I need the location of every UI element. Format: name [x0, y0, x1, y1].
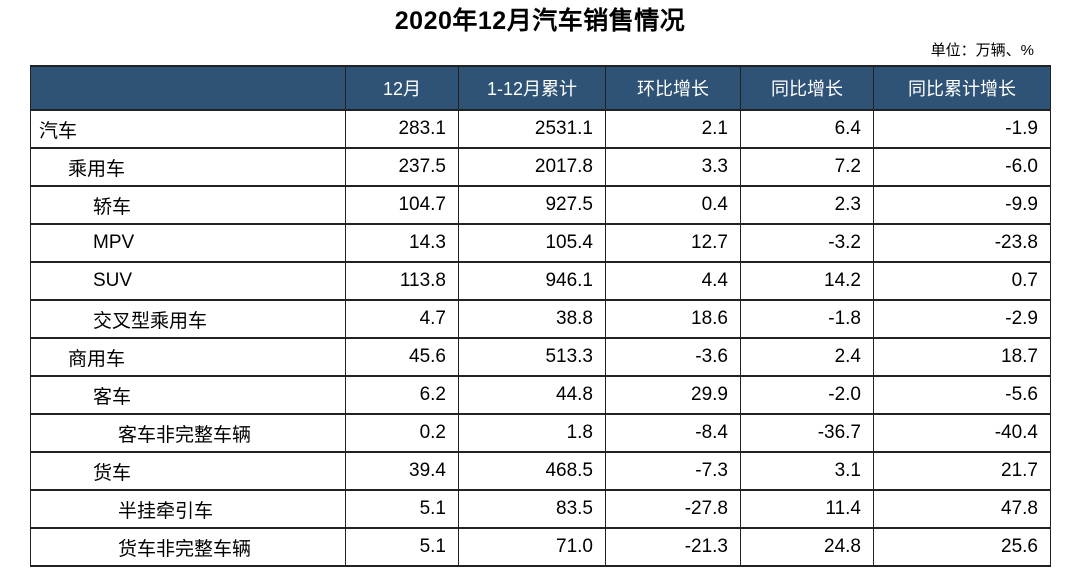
value-cell: -8.4: [605, 413, 741, 453]
col-header-yoy-cumulative-growth: 同比累计增长: [873, 65, 1051, 111]
value-cell: 39.4: [345, 451, 459, 491]
value-cell: -6.0: [873, 147, 1051, 187]
value-cell: 44.8: [458, 375, 606, 415]
page-title: 2020年12月汽车销售情况: [394, 7, 686, 35]
value-cell: 1.8: [458, 413, 606, 453]
value-cell: -5.6: [873, 375, 1051, 415]
value-cell: 237.5: [345, 147, 459, 187]
value-cell: 11.4: [740, 489, 874, 529]
value-cell: 12.7: [605, 223, 741, 263]
value-cell: 468.5: [458, 451, 606, 491]
value-cell: 24.8: [740, 527, 874, 567]
value-cell: -7.3: [605, 451, 741, 491]
value-cell: 14.3: [345, 223, 459, 263]
table-row: 交叉型乘用车 4.7 38.8 18.6 -1.8 -2.9: [30, 299, 1051, 339]
table-row: SUV 113.8 946.1 4.4 14.2 0.7: [30, 261, 1051, 301]
value-cell: 4.7: [345, 299, 459, 339]
value-cell: 25.6: [873, 527, 1051, 567]
row-label: 乘用车: [30, 147, 346, 187]
value-cell: -1.8: [740, 299, 874, 339]
value-cell: 2.3: [740, 185, 874, 225]
col-header-label: [30, 65, 346, 111]
value-cell: 29.9: [605, 375, 741, 415]
value-cell: -3.2: [740, 223, 874, 263]
sales-table: 12月 1-12月累计 环比增长 同比增长 同比累计增长 汽车 283.1 2531…: [30, 65, 1051, 567]
value-cell: 0.2: [345, 413, 459, 453]
value-cell: 2531.1: [458, 109, 606, 149]
value-cell: 38.8: [458, 299, 606, 339]
value-cell: 71.0: [458, 527, 606, 567]
col-header-december: 12月: [345, 65, 459, 111]
value-cell: 4.4: [605, 261, 741, 301]
value-cell: -40.4: [873, 413, 1051, 453]
col-header-ytd-total: 1-12月累计: [458, 65, 606, 111]
value-cell: 18.7: [873, 337, 1051, 377]
row-label: 汽车: [30, 109, 346, 149]
value-cell: -21.3: [605, 527, 741, 567]
row-label: SUV: [30, 261, 346, 301]
value-cell: -2.0: [740, 375, 874, 415]
table-row: 客车 6.2 44.8 29.9 -2.0 -5.6: [30, 375, 1051, 415]
table-row: 半挂牵引车 5.1 83.5 -27.8 11.4 47.8: [30, 489, 1051, 529]
table-row: 乘用车 237.5 2017.8 3.3 7.2 -6.0: [30, 147, 1051, 187]
value-cell: 14.2: [740, 261, 874, 301]
value-cell: 5.1: [345, 489, 459, 529]
value-cell: -23.8: [873, 223, 1051, 263]
table-row: 客车非完整车辆 0.2 1.8 -8.4 -36.7 -40.4: [30, 413, 1051, 453]
value-cell: 946.1: [458, 261, 606, 301]
value-cell: 513.3: [458, 337, 606, 377]
value-cell: 6.2: [345, 375, 459, 415]
value-cell: 2017.8: [458, 147, 606, 187]
value-cell: -9.9: [873, 185, 1051, 225]
value-cell: 5.1: [345, 527, 459, 567]
row-label: 客车非完整车辆: [30, 413, 346, 453]
unit-note: 单位：万辆、%: [930, 42, 1034, 59]
value-cell: 105.4: [458, 223, 606, 263]
value-cell: 7.2: [740, 147, 874, 187]
table-body: 汽车 283.1 2531.1 2.1 6.4 -1.9 乘用车 237.5 2017.8 3.3…: [30, 109, 1051, 567]
col-header-mom-growth: 环比增长: [605, 65, 741, 111]
value-cell: -3.6: [605, 337, 741, 377]
value-cell: 113.8: [345, 261, 459, 301]
value-cell: -27.8: [605, 489, 741, 529]
value-cell: 0.7: [873, 261, 1051, 301]
row-label: 轿车: [30, 185, 346, 225]
table-row: 货车非完整车辆 5.1 71.0 -21.3 24.8 25.6: [30, 527, 1051, 567]
row-label: 货车: [30, 451, 346, 491]
row-label: 商用车: [30, 337, 346, 377]
table-header-row: 12月 1-12月累计 环比增长 同比增长 同比累计增长: [30, 65, 1051, 111]
value-cell: 283.1: [345, 109, 459, 149]
value-cell: 47.8: [873, 489, 1051, 529]
value-cell: 18.6: [605, 299, 741, 339]
table-row: 货车 39.4 468.5 -7.3 3.1 21.7: [30, 451, 1051, 491]
value-cell: 104.7: [345, 185, 459, 225]
value-cell: 6.4: [740, 109, 874, 149]
value-cell: 21.7: [873, 451, 1051, 491]
table-row: 轿车 104.7 927.5 0.4 2.3 -9.9: [30, 185, 1051, 225]
row-label: 货车非完整车辆: [30, 527, 346, 567]
value-cell: 83.5: [458, 489, 606, 529]
table-row: MPV 14.3 105.4 12.7 -3.2 -23.8: [30, 223, 1051, 263]
value-cell: 0.4: [605, 185, 741, 225]
row-label: 半挂牵引车: [30, 489, 346, 529]
row-label: 交叉型乘用车: [30, 299, 346, 339]
value-cell: 3.1: [740, 451, 874, 491]
row-label: 客车: [30, 375, 346, 415]
value-cell: 2.4: [740, 337, 874, 377]
table-row: 商用车 45.6 513.3 -3.6 2.4 18.7: [30, 337, 1051, 377]
row-label: MPV: [30, 223, 346, 263]
value-cell: -1.9: [873, 109, 1051, 149]
value-cell: 3.3: [605, 147, 741, 187]
value-cell: 45.6: [345, 337, 459, 377]
col-header-yoy-growth: 同比增长: [740, 65, 874, 111]
value-cell: -2.9: [873, 299, 1051, 339]
value-cell: 927.5: [458, 185, 606, 225]
table-row: 汽车 283.1 2531.1 2.1 6.4 -1.9: [30, 109, 1051, 149]
value-cell: -36.7: [740, 413, 874, 453]
value-cell: 2.1: [605, 109, 741, 149]
